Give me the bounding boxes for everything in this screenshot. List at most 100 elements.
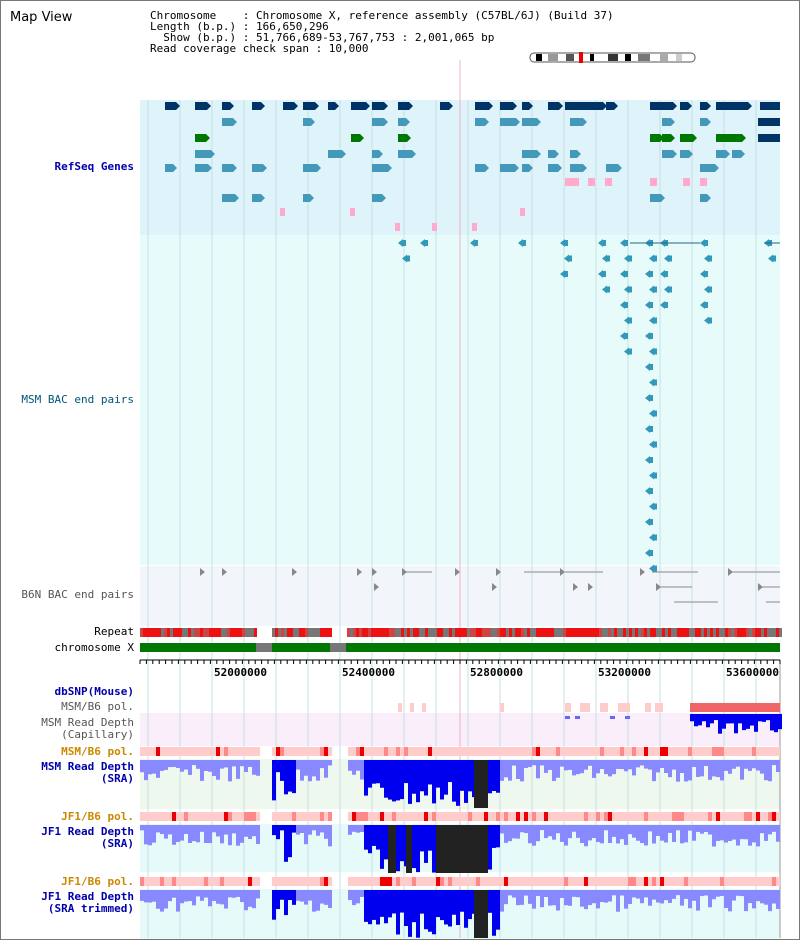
repeat-block [728,628,731,637]
jf1-pol-2-block [416,877,420,886]
repeat-block [200,628,203,637]
jf1-sra-depth-bar [356,825,360,833]
capillary-depth-bar [754,714,758,732]
jf1-pol-1-block [656,812,660,821]
repeat-block [158,628,161,637]
jf1-pol-2-block [272,877,276,886]
track-label-chromosome[interactable]: chromosome X [54,641,134,654]
msm-bac-end [560,270,565,278]
b6n-bac-end [560,568,565,576]
msm-pol-2-block [576,747,580,756]
msm-pol-2-block [700,747,704,756]
track-label-msm-pol-1[interactable]: MSM/B6 pol. [61,700,134,713]
msm-pol-1-block [410,703,414,712]
repeat-block [254,628,257,637]
jf1-pol-2-block [612,877,616,886]
repeat-block [311,628,314,637]
jf1-sra-depth-bar [428,825,432,851]
msm-sra-depth-bar [748,760,752,771]
jf1-pol-2-block [504,877,508,886]
jf1-sra-depth-bar [720,825,724,841]
jf1-sra-depth-bar [584,825,588,847]
jf1-trimmed-depth-bar [544,890,548,897]
refseq-gene [700,102,711,110]
jf1-pol-2-block [640,877,644,886]
msm-sra-depth-bar [548,760,552,770]
msm-bac-end [649,502,654,511]
repeat-block [212,628,215,637]
jf1-trimmed-depth-bar [252,890,256,909]
jf1-pol-1-block [768,812,772,821]
msm-pol-2-block [524,747,528,756]
track-label-refseq[interactable]: RefSeq Genes [54,160,134,173]
repeat-block [428,628,431,637]
repeat-block [170,628,173,637]
refseq-gene [398,102,413,110]
refseq-gene [700,164,719,172]
msm-pol-2-block [676,747,680,756]
msm-bac-end [649,409,654,418]
msm-sra-depth-bar [172,760,176,767]
jf1-pol-2-block [632,877,636,886]
repeat-block [704,628,707,637]
jf1-pol-2-block [160,877,164,886]
jf1-trimmed-depth-bar [620,890,624,896]
jf1-sra-depth-bar [544,825,548,839]
jf1-sra-depth-bar [640,825,644,844]
capillary-depth-bar [746,714,750,729]
jf1-trimmed-depth-bar [628,890,632,904]
msm-pol-2-block [752,747,756,756]
jf1-pol-2-block [520,877,524,886]
jf1-pol-1-block [424,812,428,821]
jf1-pol-1-block [492,812,496,821]
jf1-pol-2-block [164,877,168,886]
repeat-block [449,628,452,637]
msm-sra-depth-bar [740,760,744,780]
jf1-trimmed-depth-bar [660,890,664,904]
msm-bac-end [650,426,653,432]
jf1-pol-2-block [556,877,560,886]
track-label-jf1-pol-2[interactable]: JF1/B6 pol. [61,875,134,888]
msm-sra-depth-bar [720,760,724,781]
refseq-gene [328,102,339,110]
refseq-gene [328,150,346,158]
track-label-dbsnp[interactable]: dbSNP(Mouse) [54,685,134,698]
jf1-sra-depth-bar [580,825,584,844]
repeat-block [473,628,476,637]
track-label-msm-sra[interactable]: MSM Read Depth (SRA) [41,760,134,785]
track-label-jf1-sra[interactable]: JF1 Read Depth (SRA) [41,825,134,850]
msm-pol-2-block [448,747,452,756]
jf1-sra-depth-bar [348,825,352,835]
track-label-msm-bac[interactable]: MSM BAC end pairs [21,393,134,406]
msm-bac-end [768,254,773,263]
track-label-b6n-bac[interactable]: B6N BAC end pairs [21,588,134,601]
jf1-pol-2-block [360,877,364,886]
msm-sra-depth-bar [464,760,468,803]
jf1-pol-2-block [704,877,708,886]
ideogram-band [608,54,618,61]
msm-bac-end [664,254,669,263]
track-label-repeat[interactable]: Repeat [94,625,134,638]
msm-pol-2-block [204,747,208,756]
jf1-trimmed-depth-bar [504,890,508,905]
track-label-msm-capillary[interactable]: MSM Read Depth (Capillary) [41,716,134,741]
refseq-gene [522,118,541,126]
track-label-msm-pol-2[interactable]: MSM/B6 pol. [61,745,134,758]
msm-sra-depth-bar [368,760,372,788]
jf1-pol-2-block [140,877,144,886]
jf1-trimmed-depth-bar [300,890,304,902]
jf1-trimmed-depth-bar [192,890,196,906]
jf1-sra-depth-bar [632,825,636,838]
refseq-exon [572,178,579,186]
repeat-block [776,628,779,637]
msm-sra-depth-bar [248,760,252,767]
msm-sra-depth-bar [612,760,616,775]
track-label-jf1-pol-1[interactable]: JF1/B6 pol. [61,810,134,823]
msm-sra-depth-bar [404,760,408,784]
msm-sra-depth-bar [420,760,424,792]
msm-pol-2-block [604,747,608,756]
track-label-jf1-sra-trimmed[interactable]: JF1 Read Depth (SRA trimmed) [41,890,134,915]
msm-pol-1-block [580,703,590,712]
msm-bac-end [649,378,654,387]
